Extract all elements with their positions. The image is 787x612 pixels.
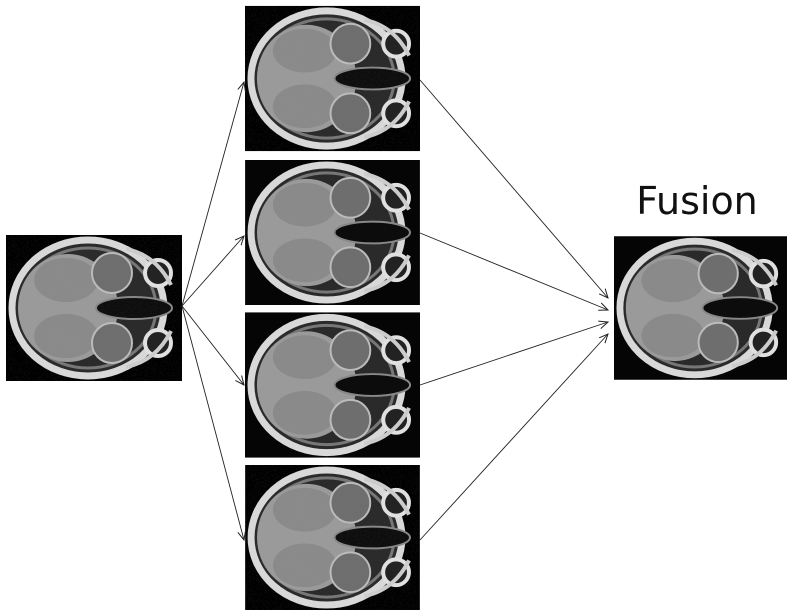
arrow xyxy=(420,233,608,310)
result-image xyxy=(245,160,420,305)
fusion-diagram: Fusion xyxy=(0,0,787,612)
arrow xyxy=(420,334,608,540)
fusion-label: Fusion xyxy=(636,179,758,223)
arrow xyxy=(182,306,244,540)
arrow xyxy=(182,82,244,306)
result-image xyxy=(245,465,420,610)
input-image xyxy=(6,235,182,381)
arrow xyxy=(420,322,608,385)
images xyxy=(6,6,787,610)
result-image xyxy=(245,312,420,457)
fusion-image xyxy=(614,236,787,380)
result-image xyxy=(245,6,420,151)
arrow xyxy=(182,306,244,385)
arrow xyxy=(420,80,608,298)
